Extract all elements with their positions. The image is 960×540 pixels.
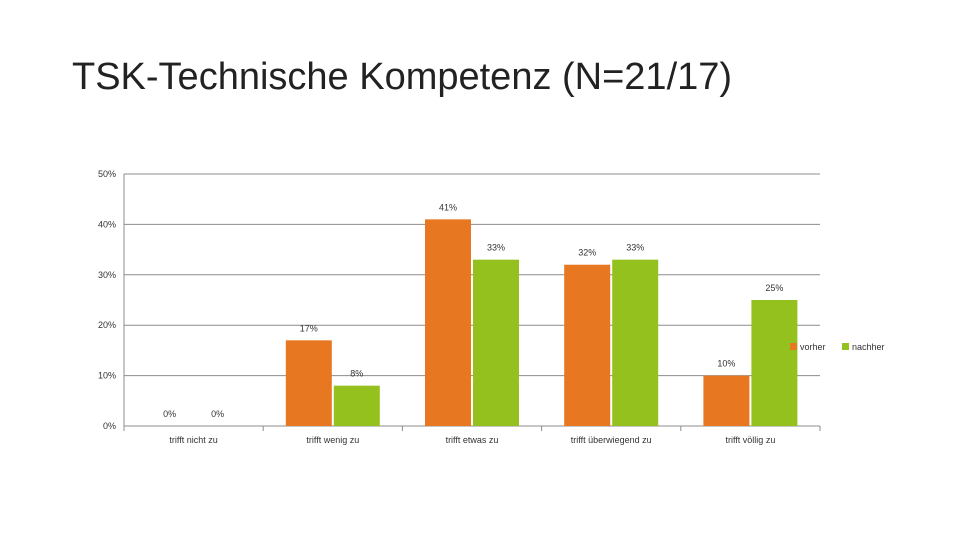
slide-title: TSK-Technische Kompetenz (N=21/17) [72,56,733,98]
gridlines [124,173,820,377]
data-label-vorher: 41% [439,202,457,212]
data-label-vorher: 17% [300,323,318,333]
bar-nachher [751,300,798,426]
y-tick-label: 30% [98,270,116,280]
data-label-nachher: 8% [350,369,363,379]
bar-vorher [564,264,611,426]
category-label: trifft überwiegend zu [571,435,652,445]
data-label-nachher: 25% [765,283,783,293]
data-label-nachher: 33% [487,243,505,253]
y-tick-label: 0% [103,421,116,431]
y-tick-label: 50% [98,169,116,179]
legend: vorher nachher [790,342,885,352]
bar-nachher [333,385,380,426]
bars [285,219,798,426]
legend-label-nachher: nachher [852,342,885,352]
legend-label-vorher: vorher [800,342,826,352]
y-tick-label: 20% [98,320,116,330]
category-label: trifft etwas zu [446,435,499,445]
category-label: trifft völlig zu [725,435,775,445]
data-label-nachher: 33% [626,243,644,253]
data-label-vorher: 32% [578,248,596,258]
bar-nachher [612,259,659,426]
bar-vorher [425,219,471,426]
category-label: trifft nicht zu [169,435,217,445]
bar-vorher [703,375,750,426]
legend-swatch-vorher [790,343,797,350]
data-label-vorher: 0% [163,409,176,419]
data-label-vorher: 10% [717,359,735,369]
y-tick-label: 10% [98,371,116,381]
data-label-nachher: 0% [211,409,224,419]
bar-vorher [285,340,332,426]
bar-nachher [473,259,519,426]
category-label: trifft wenig zu [306,435,359,445]
data-labels: 0% 17% 41% 32% 10% 0% 8% 33% 33% 25% [163,202,783,419]
y-tick-label: 40% [98,219,116,229]
legend-swatch-nachher [842,343,849,350]
